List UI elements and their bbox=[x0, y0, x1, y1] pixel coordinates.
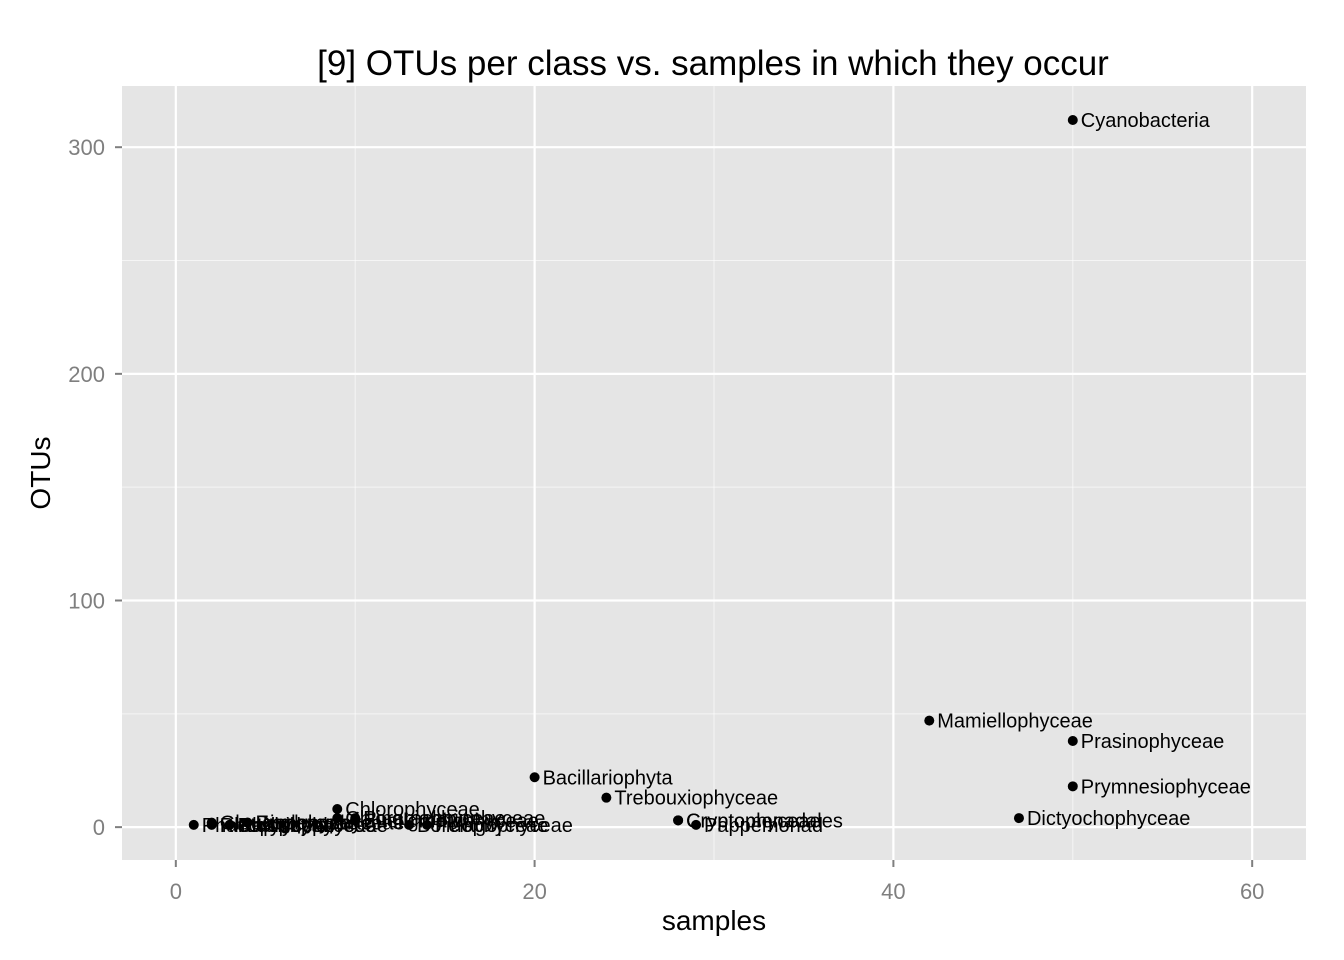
data-points bbox=[188, 114, 1078, 830]
data-point-label: Rhodophyta bbox=[220, 815, 329, 837]
y-tick-label: 200 bbox=[68, 362, 105, 387]
data-point bbox=[242, 817, 253, 828]
data-point bbox=[529, 772, 540, 783]
axis-ticks bbox=[115, 146, 1254, 867]
data-point bbox=[673, 815, 684, 826]
data-point-label: Eustigmatophyceae bbox=[363, 810, 539, 832]
data-point-label: Bacillariophyta bbox=[543, 767, 674, 789]
data-point bbox=[601, 792, 612, 803]
data-point-label: Bolidophyceae bbox=[417, 815, 548, 837]
x-tick-label: 20 bbox=[522, 879, 546, 904]
data-point-label: Cryptophyceae bbox=[686, 810, 821, 832]
data-point-label: Trebouxiophyceae bbox=[614, 788, 778, 810]
major-gridlines bbox=[122, 86, 1306, 860]
y-axis-title: OTUs bbox=[25, 436, 56, 509]
data-point bbox=[224, 819, 235, 830]
minor-gridlines bbox=[122, 86, 1306, 860]
x-axis-title: samples bbox=[662, 905, 766, 936]
data-point bbox=[1067, 114, 1078, 125]
x-tick-label: 40 bbox=[881, 879, 905, 904]
data-point bbox=[206, 819, 217, 830]
data-point-label: Chlorophyceae bbox=[345, 799, 480, 821]
data-point-label: Raphidophyceae bbox=[238, 815, 388, 837]
data-point-label: Euglenophyceae bbox=[256, 813, 405, 835]
data-point-label: Chrysophyceae bbox=[238, 815, 377, 837]
data-point bbox=[691, 819, 702, 830]
data-point bbox=[332, 813, 343, 824]
data-point-label: Mamiellophyceae bbox=[937, 711, 1093, 733]
data-point bbox=[1013, 813, 1024, 824]
data-point bbox=[332, 804, 343, 815]
data-point-label: Glaucophyceae bbox=[220, 813, 359, 835]
data-point-label: Dinophyceae bbox=[256, 813, 373, 835]
data-point-label: Dictyochophyceae bbox=[1027, 808, 1190, 830]
data-point-label: Pinguiophyceae bbox=[363, 808, 505, 830]
data-point-label: Pappemonad bbox=[704, 815, 823, 837]
data-point bbox=[924, 715, 935, 726]
data-point bbox=[404, 819, 415, 830]
tick-labels: 0 20 40 60 0 100 200 300 bbox=[68, 135, 1264, 904]
data-point bbox=[188, 819, 199, 830]
y-tick-label: 300 bbox=[68, 135, 105, 160]
data-point-label: Prasinophyceae bbox=[1081, 731, 1224, 753]
chart-title: [9] OTUs per class vs. samples in which … bbox=[317, 44, 1109, 83]
data-point-label: Cyanobacteria bbox=[1081, 110, 1211, 132]
data-point bbox=[350, 815, 361, 826]
data-point-label: Phaeophyceae bbox=[202, 815, 335, 837]
data-point-label: Chlorarachniophyceae bbox=[345, 808, 545, 830]
y-tick-label: 100 bbox=[68, 588, 105, 613]
y-tick-label: 0 bbox=[93, 815, 105, 840]
data-point-labels: Cyanobacteria MamiellophyceaePrasinophyce… bbox=[202, 110, 1251, 837]
data-point-label: Pelagophyceae bbox=[435, 815, 573, 837]
data-point bbox=[421, 819, 432, 830]
x-tick-label: 60 bbox=[1240, 879, 1264, 904]
data-point bbox=[1067, 781, 1078, 792]
data-point bbox=[1067, 736, 1078, 747]
x-tick-label: 0 bbox=[170, 879, 182, 904]
data-point-label: Cryptomenadales bbox=[686, 810, 843, 832]
data-point-label: Prymnesiophyceae bbox=[1081, 776, 1251, 798]
